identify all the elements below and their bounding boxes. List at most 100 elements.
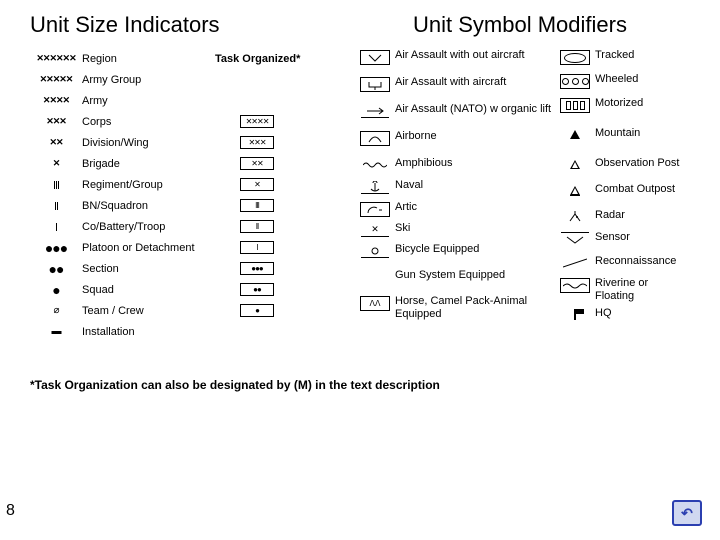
modifier-label: HQ bbox=[595, 306, 690, 320]
indicator-row: ●●Section bbox=[30, 258, 215, 279]
modifier-row: Combat Outpost bbox=[555, 182, 690, 208]
modifier-row: ᐱᐱHorse, Camel Pack-Animal Equipped bbox=[355, 294, 555, 321]
modifier-label: Reconnaissance bbox=[595, 254, 690, 268]
modifier-symbol bbox=[561, 308, 589, 321]
modifier-label: Wheeled bbox=[595, 72, 690, 86]
task-row: ✕✕ bbox=[215, 153, 355, 174]
indicator-label: Squad bbox=[82, 284, 114, 296]
modifier-symbol-cell: ✕ bbox=[355, 221, 395, 237]
modifier-symbol bbox=[561, 256, 589, 269]
modifier-row: Wheeled bbox=[555, 72, 690, 96]
modifier-symbol-cell bbox=[355, 75, 395, 92]
modifier-label: Airborne bbox=[395, 129, 555, 143]
indicator-label: Installation bbox=[82, 326, 135, 338]
modifier-label: Gun System Equipped bbox=[395, 268, 555, 282]
modifier-row: Air Assault (NATO) w organic lift bbox=[355, 102, 555, 129]
modifier-row: Air Assault with aircraft bbox=[355, 75, 555, 102]
task-row: ✕ bbox=[215, 174, 355, 195]
indicator-row: ✕✕✕Corps bbox=[30, 111, 215, 132]
task-row: ● bbox=[215, 300, 355, 321]
indicator-label: Army Group bbox=[82, 74, 141, 86]
modifier-symbol bbox=[560, 74, 590, 89]
modifier-symbol bbox=[360, 202, 390, 217]
task-row: II bbox=[215, 216, 355, 237]
task-row: III bbox=[215, 195, 355, 216]
modifier-symbol bbox=[561, 210, 589, 223]
indicator-label: Division/Wing bbox=[82, 137, 149, 149]
modifier-symbol-cell bbox=[555, 48, 595, 65]
modifier-symbol-cell bbox=[355, 178, 395, 194]
modifier-symbol-cell bbox=[355, 48, 395, 65]
modifier-symbol-cell bbox=[555, 126, 595, 141]
modifier-row: ✕Ski bbox=[355, 221, 555, 242]
modifier-row: Radar bbox=[555, 208, 690, 230]
task-row: ✕✕✕✕ bbox=[215, 111, 355, 132]
modifier-symbol bbox=[560, 98, 590, 113]
modifier-symbol bbox=[361, 104, 389, 118]
modifier-label: Air Assault with out aircraft bbox=[395, 48, 555, 62]
task-row: ✕✕✕ bbox=[215, 132, 355, 153]
indicator-label: Brigade bbox=[82, 158, 120, 170]
indicator-row: ⌀Team / Crew bbox=[30, 300, 215, 321]
indicator-row: ✕✕✕✕Army bbox=[30, 90, 215, 111]
footnote: *Task Organization can also be designate… bbox=[30, 378, 690, 392]
indicator-label: Corps bbox=[82, 116, 111, 128]
task-box: ● bbox=[240, 304, 274, 317]
modifier-symbol-cell bbox=[555, 230, 595, 246]
size-symbol bbox=[30, 181, 82, 189]
task-box: ●● bbox=[240, 283, 274, 296]
size-symbol: ▬ bbox=[30, 327, 82, 337]
modifier-symbol bbox=[560, 278, 590, 293]
indicator-row: ✕✕✕✕✕✕Region bbox=[30, 48, 215, 69]
task-column: Task Organized* ✕✕✕✕✕✕✕✕✕✕IIIIII●●●●●● bbox=[215, 48, 355, 342]
modifier-label: Amphibious bbox=[395, 156, 555, 170]
modifiers-right-column: TrackedWheeledMotorizedMountainObservati… bbox=[555, 48, 690, 342]
indicator-row: ✕✕ Division/Wing bbox=[30, 132, 215, 153]
modifier-label: Observation Post bbox=[595, 156, 690, 170]
modifier-symbol bbox=[561, 128, 589, 141]
task-box: ✕✕ bbox=[240, 157, 274, 170]
title-right: Unit Symbol Modifiers bbox=[350, 12, 690, 38]
indicator-row: ▬Installation bbox=[30, 321, 215, 342]
size-symbol bbox=[30, 223, 82, 231]
indicator-row: ●Squad bbox=[30, 279, 215, 300]
modifier-row: Amphibious bbox=[355, 156, 555, 178]
modifier-symbol bbox=[560, 50, 590, 65]
size-symbol: ✕✕✕ bbox=[30, 117, 82, 126]
task-box: ●●● bbox=[240, 262, 274, 275]
modifier-symbol bbox=[361, 158, 389, 171]
return-icon[interactable]: ↶ bbox=[672, 500, 702, 526]
task-box: II bbox=[240, 220, 274, 233]
modifier-symbol-cell bbox=[355, 129, 395, 146]
size-symbol: ⌀ bbox=[30, 306, 82, 316]
indicator-label: Section bbox=[82, 263, 119, 275]
modifier-symbol-cell bbox=[355, 268, 395, 283]
modifier-symbol: ✕ bbox=[361, 223, 389, 237]
page-number: 8 bbox=[6, 502, 15, 520]
modifier-symbol-cell: ᐱᐱ bbox=[355, 294, 395, 311]
modifier-symbol-cell bbox=[555, 254, 595, 269]
modifier-row: Reconnaissance bbox=[555, 254, 690, 276]
modifier-label: Riverine or Floating bbox=[595, 276, 690, 302]
modifier-symbol-cell bbox=[555, 276, 595, 293]
modifier-symbol-cell bbox=[555, 72, 595, 89]
modifier-symbol-cell bbox=[555, 96, 595, 113]
indicator-row: BN/Squadron bbox=[30, 195, 215, 216]
modifier-symbol bbox=[361, 270, 389, 283]
task-box: ✕✕✕ bbox=[240, 136, 274, 149]
indicator-label: Region bbox=[82, 53, 117, 65]
modifier-symbol bbox=[561, 232, 589, 246]
modifier-row: Airborne bbox=[355, 129, 555, 156]
modifier-row: Motorized bbox=[555, 96, 690, 126]
modifier-label: Naval bbox=[395, 178, 555, 192]
indicator-label: Team / Crew bbox=[82, 305, 144, 317]
modifier-row: Naval bbox=[355, 178, 555, 200]
modifier-label: Combat Outpost bbox=[595, 182, 690, 196]
modifier-row: Bicycle Equipped bbox=[355, 242, 555, 268]
indicator-row: ●●●Platoon or Detachment bbox=[30, 237, 215, 258]
task-box: III bbox=[240, 199, 274, 212]
task-box: ✕✕✕✕ bbox=[240, 115, 274, 128]
modifier-row: Artic bbox=[355, 200, 555, 221]
modifier-row: Sensor bbox=[555, 230, 690, 254]
indicator-row: Co/Battery/Troop bbox=[30, 216, 215, 237]
